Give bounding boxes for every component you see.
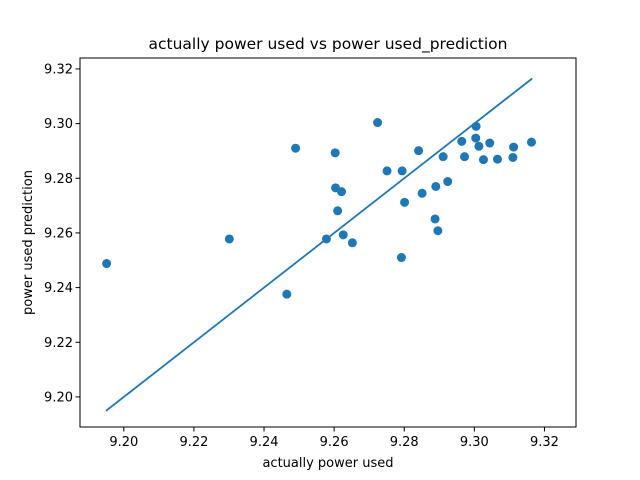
y-tick-label: 9.24 [44, 281, 73, 296]
y-tick-label: 9.20 [44, 390, 73, 405]
data-point [396, 253, 406, 263]
x-tick-label: 9.28 [390, 435, 419, 450]
data-point [321, 234, 331, 244]
data-point [397, 166, 407, 176]
data-point [333, 206, 343, 216]
data-point [291, 143, 301, 153]
data-point [282, 289, 292, 299]
data-point [474, 141, 484, 151]
data-point [430, 214, 440, 224]
data-point [382, 166, 392, 176]
y-tick-label: 9.28 [44, 172, 73, 187]
x-tick-label: 9.24 [250, 435, 279, 450]
x-tick-label: 9.22 [179, 435, 208, 450]
data-point [443, 177, 453, 187]
data-point [433, 226, 443, 236]
data-point [471, 121, 481, 131]
data-point [347, 238, 357, 248]
x-axis-ticks: 9.20 9.22 9.24 9.26 9.28 9.30 9.32 [109, 427, 559, 450]
data-point [414, 146, 424, 156]
data-points-layer [102, 118, 536, 299]
x-tick-label: 9.30 [460, 435, 489, 450]
chart-title: actually power used vs power used_predic… [149, 35, 508, 54]
data-point [400, 197, 410, 207]
data-point [338, 230, 348, 240]
data-point [330, 148, 340, 158]
y-tick-label: 9.26 [44, 226, 73, 241]
data-point [431, 181, 441, 191]
data-point [526, 137, 536, 147]
data-point [224, 234, 234, 244]
data-point [471, 133, 481, 143]
data-point [102, 259, 112, 269]
x-tick-label: 9.32 [530, 435, 559, 450]
fit-line-layer [105, 77, 533, 412]
y-axis-ticks: 9.20 9.22 9.24 9.26 9.28 9.30 9.32 [44, 62, 80, 405]
data-point [478, 155, 488, 165]
y-tick-label: 9.32 [44, 62, 73, 77]
y-tick-label: 9.30 [44, 117, 73, 132]
y-tick-label: 9.22 [44, 336, 73, 351]
data-point [457, 136, 467, 146]
x-axis-label: actually power used [262, 456, 393, 471]
x-tick-label: 9.20 [109, 435, 138, 450]
data-point [460, 152, 470, 162]
data-point [485, 138, 495, 148]
data-point [508, 152, 518, 162]
fit-line [105, 77, 533, 412]
data-point [336, 187, 346, 197]
data-point [509, 142, 519, 152]
data-point [373, 118, 383, 128]
x-tick-label: 9.26 [320, 435, 349, 450]
data-point [438, 152, 448, 162]
data-point [492, 154, 502, 164]
axes-frame [79, 57, 577, 428]
plot-area [79, 57, 577, 428]
y-axis-label: power used prediction [21, 170, 36, 315]
data-point [417, 188, 427, 198]
